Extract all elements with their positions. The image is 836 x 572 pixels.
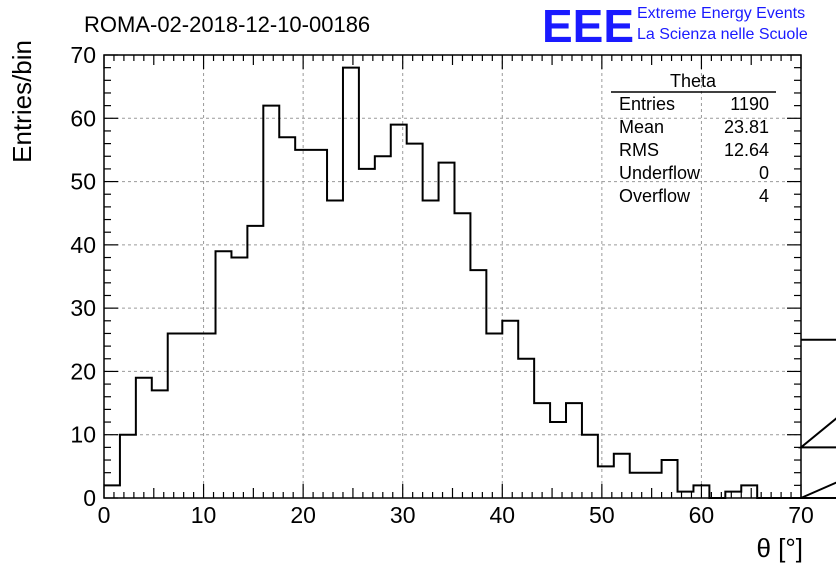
histogram-bin (662, 460, 678, 498)
histogram-bin (375, 156, 391, 498)
histogram-bin (741, 485, 757, 498)
histogram-bin (534, 403, 550, 498)
histogram-bin (359, 169, 375, 498)
x-tick-label: 40 (489, 502, 515, 528)
histogram-bin (582, 435, 598, 498)
eee-logo: EEE Extreme Energy Events La Scienza nel… (542, 0, 808, 52)
histogram-bin (311, 150, 327, 498)
histogram-bin (502, 321, 518, 498)
x-tick-label: 20 (290, 502, 316, 528)
stats-value-entries: 1190 (730, 94, 769, 114)
stats-title: Theta (670, 71, 717, 91)
stats-label-mean: Mean (619, 117, 664, 137)
stats-value-overflow: 4 (759, 186, 769, 206)
histogram-bin (231, 258, 247, 498)
histogram-bin (200, 333, 216, 498)
x-tick-label: 70 (788, 502, 814, 528)
histogram-bin (391, 125, 407, 498)
histogram-series (104, 66, 836, 499)
stats-label-underflow: Underflow (619, 163, 701, 183)
stats-label-rms: RMS (619, 140, 659, 160)
histogram-bin (247, 226, 263, 498)
histogram-bin (486, 333, 502, 498)
eee-logo-line2: La Scienza nelle Scuole (637, 26, 808, 43)
eee-logo-mark: EEE (542, 0, 634, 52)
histogram-bin (136, 378, 152, 498)
histogram-bin (343, 68, 359, 498)
plot-grid (104, 55, 801, 498)
y-tick-label: 60 (70, 105, 96, 131)
histogram-bin (439, 163, 455, 498)
histogram-bin (614, 454, 630, 498)
histogram-bin (279, 137, 295, 498)
y-tick-label: 40 (70, 232, 96, 258)
histogram-bin (518, 359, 534, 498)
x-tick-label: 50 (589, 502, 615, 528)
stats-value-underflow: 0 (759, 163, 769, 183)
axis-ticks (103, 54, 802, 499)
stats-label-overflow: Overflow (619, 186, 691, 206)
x-tick-label: 30 (390, 502, 416, 528)
y-tick-label: 20 (70, 358, 96, 384)
x-tick-label: 0 (98, 502, 111, 528)
plot-frame (103, 54, 802, 499)
chart-title: ROMA-02-2018-12-10-00186 (84, 12, 370, 37)
histogram-bin (216, 251, 232, 498)
histogram-bin (550, 422, 566, 498)
histogram-bin (120, 435, 136, 498)
histogram-bin (168, 333, 184, 498)
histogram-bin (407, 144, 423, 498)
histogram-bin (470, 270, 486, 498)
histogram-outline (104, 66, 836, 499)
x-tick-label: 10 (191, 502, 217, 528)
stats-value-mean: 23.81 (724, 117, 769, 137)
histogram-bin (646, 473, 662, 498)
stats-box: Theta Entries 1190 Mean 23.81 RMS 12.64 … (611, 71, 776, 206)
y-tick-label: 10 (70, 422, 96, 448)
histogram-bin (104, 485, 120, 498)
histogram-bin (184, 333, 200, 498)
histogram-bin (566, 403, 582, 498)
eee-logo-line1: Extreme Energy Events (637, 5, 805, 22)
histogram-bin (152, 390, 168, 498)
stats-value-rms: 12.64 (724, 140, 769, 160)
y-axis-title: Entries/bin (7, 40, 37, 163)
x-tick-label: 60 (689, 502, 715, 528)
histogram-bin (263, 106, 279, 498)
y-tick-label: 0 (83, 485, 96, 511)
histogram-bin (454, 213, 470, 498)
y-tick-label: 70 (70, 42, 96, 68)
y-tick-label: 50 (70, 169, 96, 195)
stats-label-entries: Entries (619, 94, 675, 114)
y-tick-label: 30 (70, 295, 96, 321)
x-axis-title: θ [°] (756, 533, 803, 563)
